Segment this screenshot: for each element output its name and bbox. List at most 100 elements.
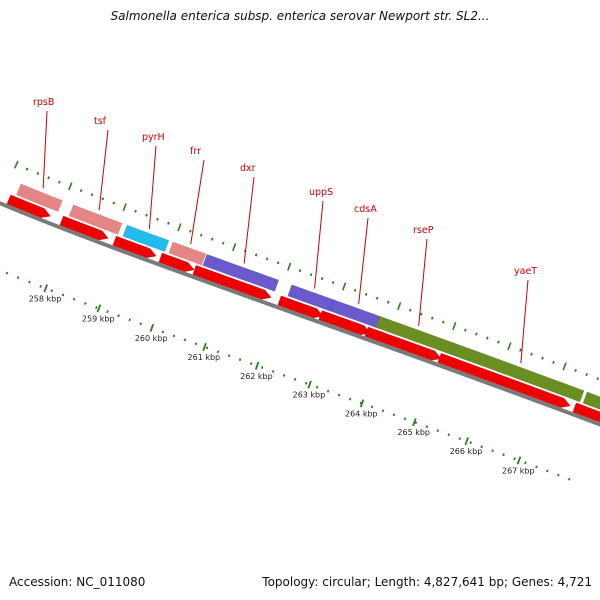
inner-tick [95, 306, 98, 309]
scale-label: 265 kbp [397, 428, 430, 437]
scale-label: 262 kbp [240, 372, 273, 381]
outer-tick [309, 273, 313, 277]
inner-tick [535, 465, 538, 469]
inner-tick [315, 385, 319, 389]
inner-tick [84, 301, 87, 305]
gene-label-rseP[interactable]: rseP [413, 225, 434, 236]
inner-tick [381, 409, 385, 413]
gene-feature-yaeT[interactable] [450, 342, 585, 403]
inner-tick [205, 346, 209, 350]
backbone-line [0, 201, 600, 427]
outer-tick [177, 223, 182, 232]
gene-label-yaeT[interactable]: yaeT [514, 266, 537, 277]
gene-leader-line [520, 279, 529, 364]
inner-tick [5, 271, 9, 275]
cds-arrow-yaeT[interactable] [437, 352, 571, 408]
outer-tick [265, 257, 269, 261]
outer-tick [36, 171, 40, 176]
gene-labels: rpsB tsf pyrH frr dxr uppS cdsA rseP yaeT [33, 97, 537, 364]
cds-arrow-continuation[interactable] [572, 402, 600, 425]
accession-value: NC_011080 [76, 575, 146, 589]
inner-tick [249, 362, 253, 366]
inner-tick [480, 445, 483, 449]
outer-tick [90, 193, 94, 197]
inner-tick [72, 297, 76, 301]
outer-tick [210, 237, 214, 241]
gene-label-cdsA[interactable]: cdsA [354, 204, 377, 215]
accession-info: Accession: NC_011080 [9, 575, 145, 589]
outer-tick [254, 253, 258, 257]
inner-tick [28, 280, 31, 284]
outer-tick [221, 241, 225, 245]
outer-tick [232, 243, 237, 252]
inner-tick [227, 354, 231, 358]
inner-tick [425, 425, 429, 429]
gene-label-rpsB[interactable]: rpsB [33, 97, 54, 108]
outer-tick [375, 296, 379, 300]
scale-major-tick [464, 437, 469, 446]
gene-feature-rpsB[interactable] [16, 183, 63, 212]
outer-tick [574, 368, 577, 373]
gene-label-frr[interactable]: frr [190, 146, 201, 157]
gene-label-uppS[interactable]: uppS [309, 187, 333, 198]
inner-tick [238, 358, 242, 362]
scale-label: 267 kbp [502, 466, 535, 475]
scale-label: 259 kbp [82, 314, 115, 323]
cds-arrow-rseP[interactable] [364, 326, 442, 361]
outer-tick [552, 360, 555, 364]
inner-tick [546, 469, 549, 473]
inner-tick [403, 417, 407, 421]
gene-feature-tsf[interactable] [68, 204, 123, 235]
topology-label: Topology: [262, 575, 319, 589]
outer-tick [112, 201, 116, 205]
inner-tick [106, 310, 109, 314]
gene-label-tsf[interactable]: tsf [94, 116, 107, 127]
gene-leader-line [190, 159, 205, 245]
outer-tick [585, 373, 588, 377]
outer-tick [298, 269, 302, 273]
outer-tick [145, 213, 148, 217]
outer-tick [14, 160, 19, 169]
outer-tick [408, 308, 412, 312]
gene-feature-frr[interactable] [168, 241, 207, 266]
inner-tick [348, 397, 352, 401]
inner-tick [117, 314, 120, 318]
outer-tick-track [14, 160, 600, 381]
gene-label-dxr[interactable]: dxr [240, 163, 256, 174]
outer-tick [287, 262, 292, 271]
genome-summary: Topology: circular; Length: 4,827,641 bp… [262, 575, 592, 589]
outer-tick [189, 229, 192, 233]
outer-tick [25, 167, 29, 171]
inner-tick [458, 437, 461, 441]
genes-label: Genes: [511, 575, 554, 589]
inner-tick [16, 276, 20, 280]
length-value: 4,827,641 bp [423, 575, 504, 589]
outer-tick [419, 312, 423, 316]
scale-major-tick [149, 323, 155, 332]
accession-label: Accession: [9, 575, 73, 589]
inner-tick [128, 318, 131, 322]
gene-feature-dxr[interactable] [202, 253, 280, 292]
inner-tick [392, 413, 396, 417]
gene-label-pyrH[interactable]: pyrH [142, 132, 165, 143]
gene-leader-line [98, 129, 109, 211]
scale-major-tick [516, 456, 522, 465]
inner-tick [513, 457, 516, 461]
gene-leader-line [314, 200, 324, 289]
gene-feature-pyrH[interactable] [122, 224, 170, 253]
topology-value: circular [322, 575, 367, 589]
outer-tick [79, 189, 83, 193]
cds-arrow-pyrH[interactable] [112, 235, 157, 259]
gene-feature-continuation[interactable] [582, 391, 600, 414]
scale-major-tick [412, 418, 417, 427]
outer-tick [58, 180, 61, 184]
outer-tick [276, 261, 280, 265]
inner-tick [172, 334, 176, 338]
inner-tick [502, 453, 505, 457]
inner-tick [414, 421, 418, 425]
inner-tick [161, 330, 165, 334]
gene-leader-line [418, 238, 428, 326]
gene-leader-line [42, 110, 48, 189]
inner-tick [139, 322, 143, 326]
